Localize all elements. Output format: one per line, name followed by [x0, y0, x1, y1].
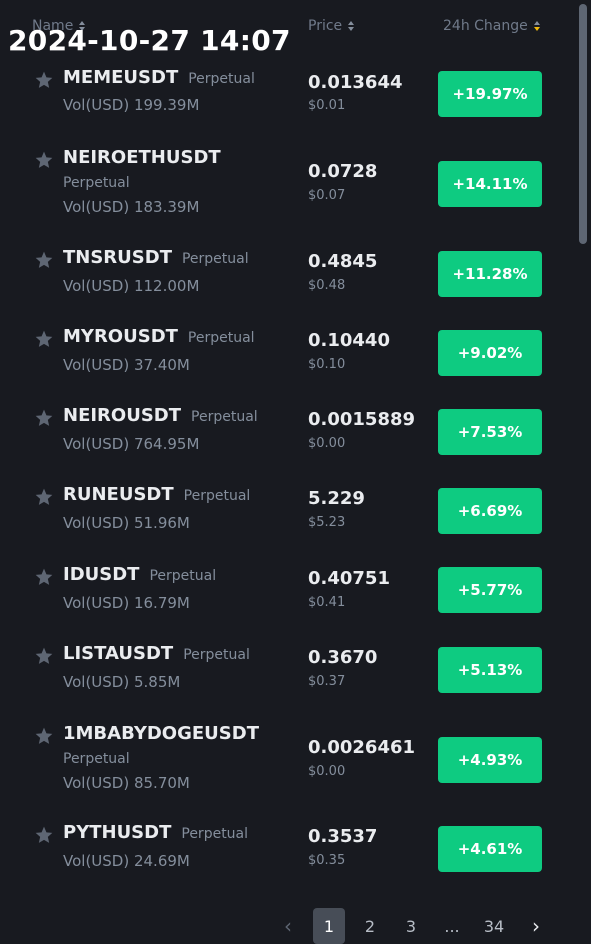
contract-type: Perpetual	[183, 647, 250, 663]
price-column-header[interactable]: Price	[308, 18, 355, 34]
star-icon[interactable]	[34, 150, 54, 170]
symbol-name[interactable]: NEIROUSDT Perpetual	[63, 405, 258, 426]
page-ellipsis: ...	[444, 916, 460, 936]
price-value: 0.3537	[308, 826, 378, 847]
price-value: 0.3670	[308, 647, 378, 668]
change-badge[interactable]: +14.11%	[438, 161, 542, 207]
price-value: 5.229	[308, 488, 365, 509]
contract-type: Perpetual	[63, 751, 130, 767]
scrollbar-thumb[interactable]	[579, 4, 587, 244]
symbol-name[interactable]: NEIROETHUSDT	[63, 147, 221, 168]
change-badge[interactable]: +4.93%	[438, 737, 542, 783]
contract-type: Perpetual	[181, 251, 249, 267]
contract-type: Perpetual	[188, 71, 255, 87]
contract-type: Perpetual	[183, 488, 251, 504]
contract-type: Perpetual	[181, 826, 249, 842]
star-icon[interactable]	[34, 329, 54, 349]
sort-icon	[79, 21, 86, 31]
price-usd: $0.00	[308, 764, 346, 779]
change-badge[interactable]: +7.53%	[438, 409, 542, 455]
contract-type: Perpetual	[149, 568, 217, 584]
page-button-1[interactable]: 1	[313, 908, 345, 944]
symbol-name[interactable]: 1MBABYDOGEUSDT	[63, 723, 259, 744]
price-usd: $0.00	[308, 436, 346, 451]
volume-text: Vol(USD) 51.96M	[63, 514, 190, 532]
volume-text: Vol(USD) 5.85M	[63, 673, 181, 691]
change-badge[interactable]: +5.77%	[438, 567, 542, 613]
sort-icon	[348, 21, 355, 31]
page-button-3[interactable]: 3	[405, 916, 417, 936]
name-column-header[interactable]: Name	[32, 18, 86, 34]
price-usd: $0.10	[308, 357, 346, 372]
volume-text: Vol(USD) 37.40M	[63, 356, 190, 374]
star-icon[interactable]	[34, 250, 54, 270]
page-button-2[interactable]: 2	[364, 916, 376, 936]
pagination: ‹ 1 2 3 ... 34 ›	[0, 908, 591, 944]
change-badge[interactable]: +4.61%	[438, 826, 542, 872]
price-usd: $5.23	[308, 515, 346, 530]
change-column-label: 24h Change	[443, 18, 528, 34]
volume-text: Vol(USD) 16.79M	[63, 594, 190, 612]
contract-type: Perpetual	[187, 330, 255, 346]
volume-text: Vol(USD) 112.00M	[63, 277, 200, 295]
star-icon[interactable]	[34, 567, 54, 587]
price-usd: $0.41	[308, 595, 346, 610]
star-icon[interactable]	[34, 646, 54, 666]
change-badge[interactable]: +19.97%	[438, 71, 542, 117]
symbol-name[interactable]: IDUSDT Perpetual	[63, 564, 217, 585]
sort-active-icon	[533, 21, 540, 31]
change-badge[interactable]: +6.69%	[438, 488, 542, 534]
change-column-header[interactable]: 24h Change	[443, 18, 540, 34]
price-usd: $0.07	[308, 188, 346, 203]
symbol-name[interactable]: PYTHUSDT Perpetual	[63, 822, 249, 843]
price-column-label: Price	[308, 18, 343, 34]
symbol-name[interactable]: TNSRUSDT Perpetual	[63, 247, 249, 268]
price-value: 0.4845	[308, 251, 378, 272]
symbol-name[interactable]: LISTAUSDT Perpetual	[63, 643, 250, 664]
timestamp-overlay: 2024-10-27 14:07	[8, 24, 291, 57]
contract-type: Perpetual	[63, 175, 130, 191]
price-usd: $0.48	[308, 278, 346, 293]
volume-text: Vol(USD) 85.70M	[63, 774, 190, 792]
star-icon[interactable]	[34, 70, 54, 90]
price-usd: $0.01	[308, 98, 346, 113]
volume-text: Vol(USD) 24.69M	[63, 852, 190, 870]
price-usd: $0.35	[308, 853, 346, 868]
star-icon[interactable]	[34, 487, 54, 507]
star-icon[interactable]	[34, 408, 54, 428]
star-icon[interactable]	[34, 726, 54, 746]
volume-text: Vol(USD) 764.95M	[63, 435, 200, 453]
symbol-name[interactable]: MEMEUSDT Perpetual	[63, 67, 255, 88]
change-badge[interactable]: +5.13%	[438, 647, 542, 693]
market-list-header: Name Price 24h Change	[0, 0, 591, 50]
page-button-34[interactable]: 34	[483, 916, 505, 936]
price-value: 0.40751	[308, 568, 390, 589]
name-column-label: Name	[32, 18, 74, 34]
change-badge[interactable]: +9.02%	[438, 330, 542, 376]
price-value: 0.0015889	[308, 409, 416, 430]
star-icon[interactable]	[34, 825, 54, 845]
symbol-name[interactable]: MYROUSDT Perpetual	[63, 326, 255, 347]
symbol-name[interactable]: RUNEUSDT Perpetual	[63, 484, 251, 505]
price-value: 0.10440	[308, 330, 390, 351]
change-badge[interactable]: +11.28%	[438, 251, 542, 297]
volume-text: Vol(USD) 199.39M	[63, 96, 200, 114]
price-value: 0.0728	[308, 161, 378, 182]
price-usd: $0.37	[308, 674, 346, 689]
volume-text: Vol(USD) 183.39M	[63, 198, 200, 216]
chevron-left-icon[interactable]: ‹	[284, 914, 292, 938]
contract-type: Perpetual	[191, 409, 258, 425]
price-value: 0.013644	[308, 72, 403, 93]
price-value: 0.0026461	[308, 737, 416, 758]
chevron-right-icon[interactable]: ›	[532, 914, 540, 938]
